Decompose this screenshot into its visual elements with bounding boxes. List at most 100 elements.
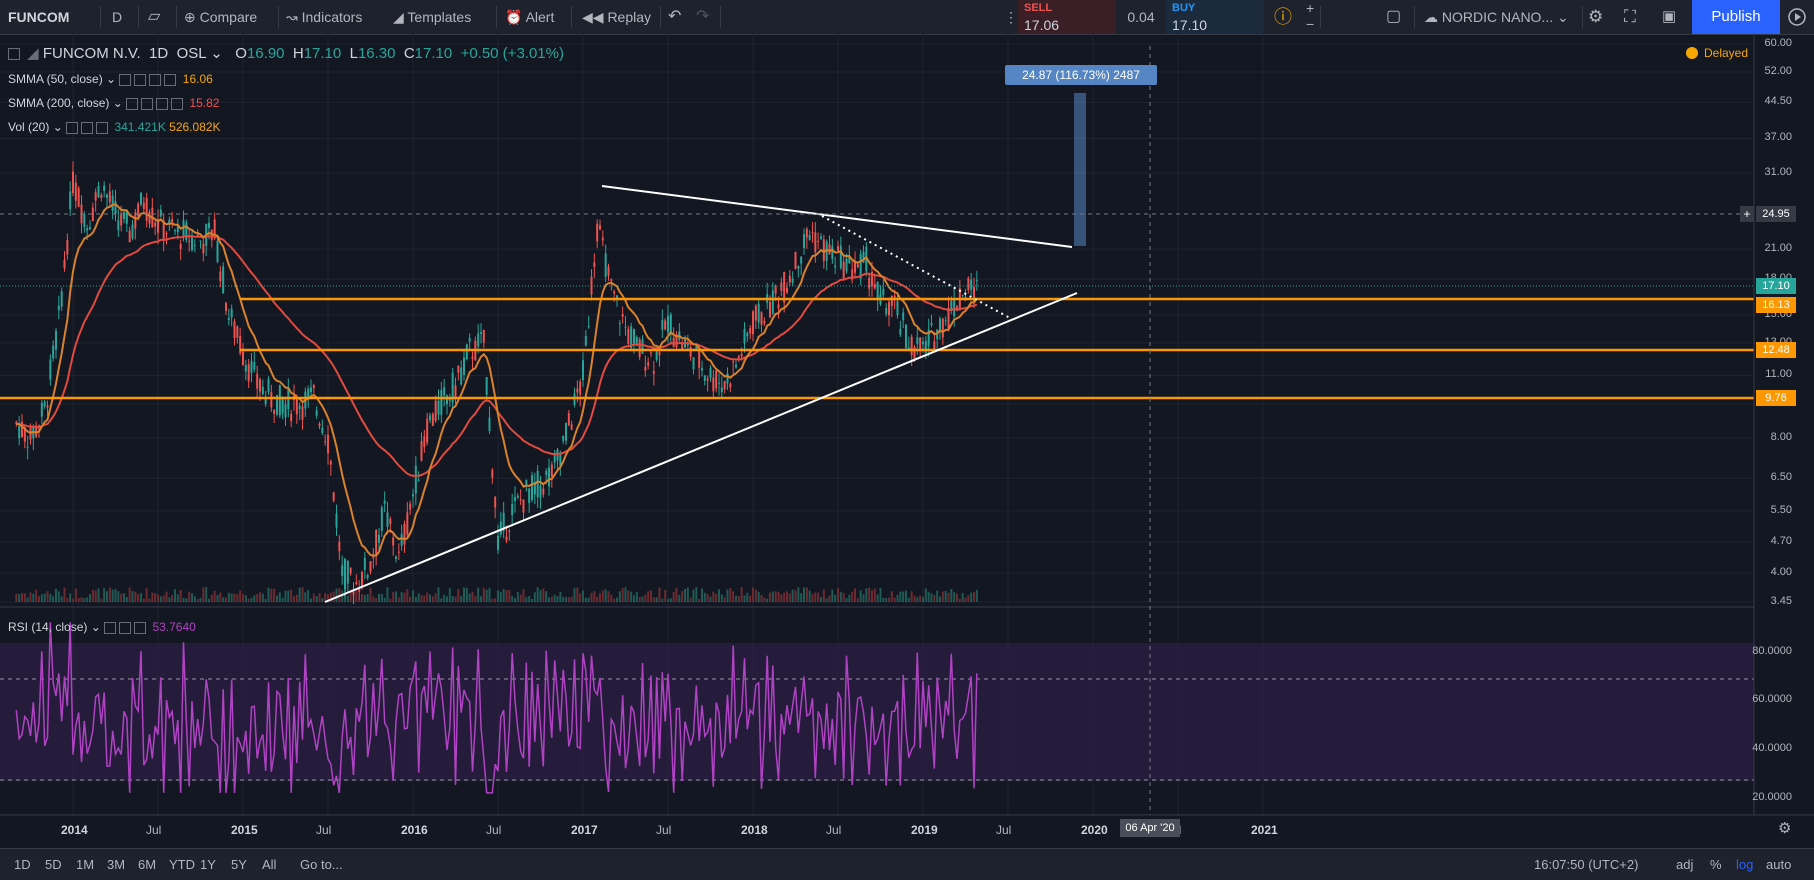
crosshair-plus-icon[interactable]: + <box>1740 206 1754 222</box>
range-button-5y[interactable]: 5Y <box>231 857 247 872</box>
range-button-5d[interactable]: 5D <box>45 857 62 872</box>
compare-button[interactable]: ⊕ Compare <box>184 9 258 25</box>
candle-body <box>752 311 754 335</box>
candle-body <box>689 346 692 357</box>
undo-icon[interactable]: ↶ <box>668 8 682 25</box>
range-button-all[interactable]: All <box>262 857 277 872</box>
gear-icon[interactable]: ⚙ <box>1778 820 1792 837</box>
volume-bar <box>808 590 811 602</box>
eye-icon[interactable] <box>104 621 117 634</box>
range-button-3m[interactable]: 3M <box>107 857 126 872</box>
eye-icon[interactable] <box>126 97 139 110</box>
volume-bar <box>134 591 137 602</box>
templates-button[interactable]: ◢ Templates <box>393 9 472 25</box>
log-toggle[interactable]: log <box>1736 857 1754 872</box>
adj-toggle[interactable]: adj <box>1676 857 1694 872</box>
candle-body <box>556 449 559 461</box>
candle-body <box>618 323 621 325</box>
volume-bar <box>873 588 876 602</box>
replay-button[interactable]: ◀◀ Replay <box>582 9 652 25</box>
alert-button[interactable]: ⏰ Alert <box>505 9 555 25</box>
goto-button[interactable]: Go to... <box>300 857 343 872</box>
volume-bar <box>380 594 383 602</box>
settings-icon[interactable] <box>81 121 94 134</box>
close-icon[interactable] <box>171 97 184 110</box>
candle-body <box>270 392 273 408</box>
range-button-1m[interactable]: 1M <box>76 857 95 872</box>
info-icon[interactable]: ⓘ <box>1274 7 1292 27</box>
source-icon[interactable] <box>156 97 169 110</box>
quantity-stepper[interactable]: + − <box>1306 0 1314 34</box>
redo-icon[interactable]: ↷ <box>696 8 710 25</box>
volume-bar <box>443 594 446 602</box>
candle-body <box>525 480 528 486</box>
play-button[interactable] <box>1780 0 1814 34</box>
gear-icon[interactable]: ⚙ <box>1588 7 1604 26</box>
percent-toggle[interactable]: % <box>1710 857 1722 872</box>
volume-bar <box>576 587 579 602</box>
interval-button[interactable]: D <box>112 9 123 25</box>
volume-bar <box>607 591 610 602</box>
volume-bar <box>69 593 72 602</box>
volume-bar <box>842 593 845 602</box>
symbol-search[interactable]: FUNCOM <box>8 9 70 25</box>
chevron-down-icon: ⌄ <box>87 620 105 634</box>
candlestick-style-icon[interactable]: ▱ <box>148 8 161 25</box>
candle-body <box>876 282 879 301</box>
settings-icon[interactable] <box>134 73 147 86</box>
plus-icon[interactable]: + <box>1306 0 1315 16</box>
minus-icon[interactable]: − <box>1306 16 1315 32</box>
eye-icon[interactable] <box>66 121 79 134</box>
candle-body <box>652 370 655 374</box>
price-chart[interactable] <box>0 0 1814 848</box>
volume-bar <box>970 592 973 602</box>
candle-body <box>718 382 720 384</box>
camera-icon[interactable]: ▣ <box>1662 8 1677 25</box>
publish-button[interactable]: Publish <box>1692 0 1780 34</box>
source-icon[interactable] <box>149 73 162 86</box>
settings-icon[interactable] <box>141 97 154 110</box>
layout-square-icon[interactable]: ▢ <box>1386 8 1402 25</box>
candle-body <box>553 454 556 463</box>
close-icon[interactable] <box>96 121 109 134</box>
eye-icon[interactable] <box>119 73 132 86</box>
volume-bar <box>856 598 859 602</box>
close-icon[interactable] <box>164 73 177 86</box>
broker-selector[interactable]: ☁ NORDIC NANO... ⌄ <box>1424 9 1569 25</box>
indicators-button[interactable]: ↝ Indicators <box>286 9 363 25</box>
smma50-legend[interactable]: SMMA (50, close) ⌄ 16.06 <box>8 72 213 86</box>
candle-body <box>604 253 607 278</box>
templates-icon: ◢ <box>393 9 408 25</box>
volume-bar <box>550 596 553 602</box>
candle-body <box>352 591 355 595</box>
sell-button[interactable]: SELL 17.06 <box>1018 0 1116 34</box>
volume-bar <box>366 594 369 602</box>
chevron-down-icon[interactable]: ⌄ <box>206 45 223 62</box>
range-button-6m[interactable]: 6M <box>138 857 157 872</box>
settings-icon[interactable] <box>119 621 132 634</box>
candle-body <box>701 368 703 371</box>
candle-body <box>667 315 669 333</box>
collapse-icon[interactable] <box>8 48 20 61</box>
buy-button[interactable]: BUY 17.10 <box>1166 0 1264 34</box>
range-button-1y[interactable]: 1Y <box>200 857 216 872</box>
rsi-legend[interactable]: RSI (14, close) ⌄ 53.7640 <box>8 620 196 634</box>
range-button-1d[interactable]: 1D <box>14 857 31 872</box>
close-icon[interactable] <box>134 621 147 634</box>
volume-bar <box>610 594 613 602</box>
candle-body <box>644 366 647 371</box>
volume-bar <box>236 593 239 602</box>
volume-bar <box>930 593 933 602</box>
change-value: +0.50 (+3.01%) <box>460 45 564 62</box>
volume-legend[interactable]: Vol (20) ⌄ 341.421K 526.082K <box>8 120 221 134</box>
smma200-legend[interactable]: SMMA (200, close) ⌄ 15.82 <box>8 96 220 110</box>
candle-body <box>318 423 321 426</box>
auto-toggle[interactable]: auto <box>1766 857 1792 872</box>
delayed-badge[interactable]: Delayed <box>1686 46 1748 60</box>
volume-bar <box>375 598 378 602</box>
time-axis-label: 2018 <box>741 823 768 837</box>
candle-body <box>505 536 508 541</box>
range-button-ytd[interactable]: YTD <box>169 857 195 872</box>
candle-body <box>723 381 726 390</box>
fullscreen-icon[interactable]: ⛶ <box>1624 7 1636 26</box>
